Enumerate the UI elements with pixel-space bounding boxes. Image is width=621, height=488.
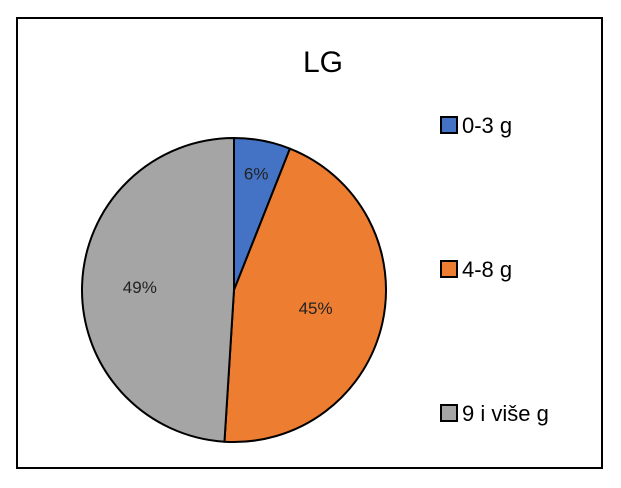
legend: 0-3 g 4-8 g 9 i više g [440, 113, 549, 426]
chart-title: LG [303, 46, 343, 79]
pie-slices [81, 136, 387, 443]
pie-slice-3 [81, 136, 235, 443]
pie-slice-2 [223, 147, 387, 443]
legend-swatch-2 [440, 260, 458, 278]
legend-swatch-1 [440, 116, 458, 134]
legend-label-1: 0-3 g [462, 113, 512, 138]
legend-swatch-3 [440, 404, 458, 422]
slice-label-1: 6% [244, 165, 269, 184]
pie-slice-labels: 6% 45% 49% [123, 165, 333, 319]
slice-label-3: 49% [123, 278, 157, 297]
slice-label-2: 45% [299, 299, 333, 318]
legend-label-3: 9 i više g [462, 401, 549, 426]
legend-label-2: 4-8 g [462, 257, 512, 282]
